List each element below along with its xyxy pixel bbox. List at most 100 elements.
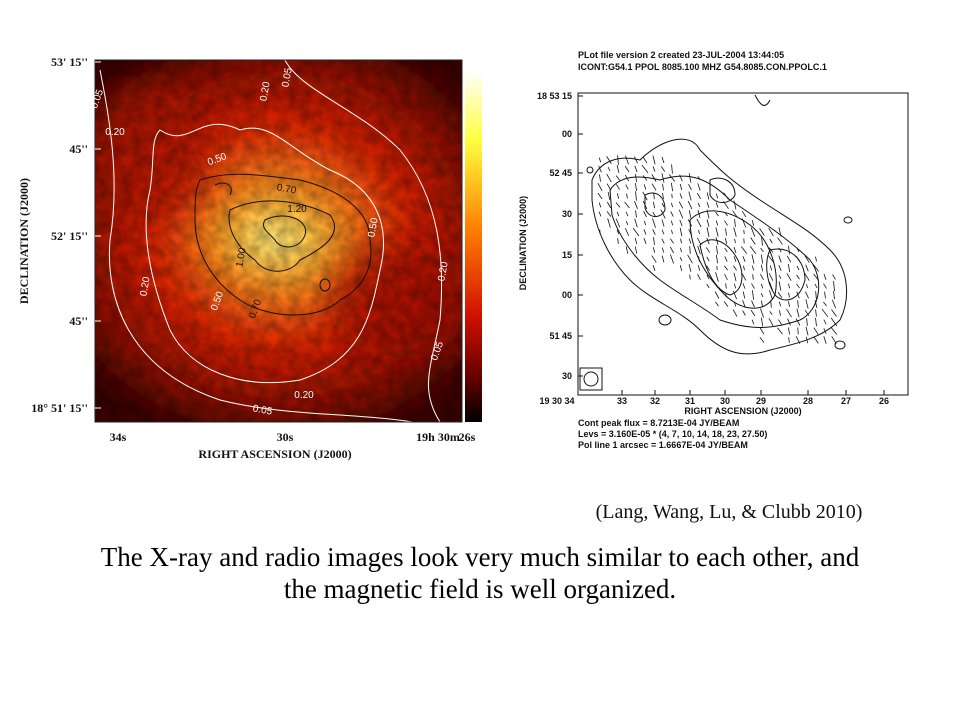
pol-vector: [786, 255, 792, 263]
pol-vector: [616, 184, 620, 190]
plot-header: PLot file version 2 created 23-JUL-2004 …: [578, 50, 784, 60]
pol-vector: [830, 327, 838, 335]
pol-vector: [724, 237, 728, 245]
pol-vector: [814, 300, 818, 308]
pol-vector: [759, 337, 765, 343]
y-tick-label: 18 53 15: [537, 91, 572, 101]
pol-vector: [652, 247, 656, 253]
pol-vector: [732, 309, 738, 317]
contour-label: 0.05: [280, 67, 294, 89]
pol-vector: [617, 155, 619, 165]
pol-vector: [814, 283, 818, 289]
y-tick-label: 51 45: [549, 331, 572, 341]
pol-vector: [616, 165, 620, 173]
pol-vector: [724, 265, 728, 271]
pol-vector: [779, 310, 781, 316]
pol-vector: [795, 336, 801, 344]
pol-vector: [831, 309, 837, 317]
pol-vector: [751, 220, 755, 226]
pol-vector: [759, 228, 765, 236]
pol-vector: [741, 218, 747, 228]
pol-vector: [662, 183, 664, 191]
radio-plot: [577, 92, 909, 396]
pol-vector: [813, 273, 819, 281]
pol-vector: [642, 191, 648, 201]
pol-vector: [671, 229, 673, 235]
pol-vector: [760, 247, 764, 253]
pol-vector: [805, 336, 809, 344]
pol-vector: [788, 327, 790, 335]
pol-vector: [821, 308, 829, 318]
pol-vector: [705, 247, 711, 253]
pol-vector: [688, 264, 692, 272]
pol-vector: [624, 165, 630, 173]
pol-vector: [733, 256, 737, 262]
x-tick-label: 30: [720, 396, 730, 406]
pol-vector: [823, 336, 827, 344]
contour-label: 0.20: [138, 276, 152, 298]
pol-vector: [688, 191, 692, 201]
pol-vector: [805, 291, 809, 299]
pol-vector: [788, 283, 790, 289]
pol-vector: [696, 192, 702, 200]
pol-vector: [697, 237, 701, 245]
x-tick-label: 19h 30m: [416, 430, 460, 444]
pol-vector: [715, 227, 719, 237]
pol-vector: [661, 156, 665, 164]
pol-vector: [679, 183, 683, 191]
pol-vector: [804, 273, 810, 281]
pol-vector: [768, 227, 774, 237]
pol-vector: [815, 291, 817, 299]
color-bar: [465, 70, 482, 422]
x-tick-label: 28: [803, 396, 813, 406]
pol-vector: [597, 192, 603, 200]
pol-vector: [671, 193, 673, 199]
pol-vector: [734, 219, 736, 227]
pol-vector: [750, 227, 756, 237]
xray-frame: [94, 59, 463, 423]
body-text: the magnetic field is well organized.: [284, 574, 676, 604]
pol-vector: [806, 283, 808, 289]
pol-vector: [615, 175, 621, 181]
y-tick-label: 53' 15'': [51, 55, 88, 69]
pol-vector: [625, 184, 629, 190]
pol-vector: [778, 264, 782, 272]
pol-vector: [652, 211, 656, 217]
pol-vector: [788, 337, 790, 343]
pol-vector: [687, 200, 693, 210]
contour-label: 0.50: [366, 217, 380, 239]
pol-vector: [652, 229, 656, 235]
pol-vector: [706, 274, 710, 280]
pol-vector: [778, 274, 782, 280]
contour-label: 0.20: [258, 81, 272, 103]
pol-vector: [625, 211, 629, 217]
pol-vector: [670, 220, 674, 226]
pol-vector: [833, 290, 835, 300]
pol-vector: [643, 220, 647, 226]
pol-vector: [786, 273, 792, 281]
pol-vector: [651, 255, 657, 263]
pol-vector: [606, 156, 612, 164]
pol-vector: [725, 228, 727, 236]
pol-vector: [796, 308, 800, 318]
pol-vector: [634, 246, 638, 254]
pol-vector: [805, 326, 809, 336]
pol-vector: [815, 256, 817, 262]
pol-vector: [653, 237, 655, 245]
y-tick-label: 30: [562, 209, 572, 219]
pol-vector: [697, 202, 701, 208]
y-tick-label: 15: [562, 250, 572, 260]
pol-vector: [606, 183, 612, 191]
pol-vector: [742, 256, 746, 262]
pol-vector: [616, 193, 620, 199]
pol-vector: [679, 193, 683, 199]
pol-vector: [749, 246, 757, 254]
pol-vector: [760, 308, 764, 318]
pol-vector: [715, 237, 719, 245]
pol-vector: [678, 201, 684, 209]
pol-vector: [760, 317, 764, 327]
pol-vector: [697, 183, 701, 191]
pol-vector: [716, 245, 718, 255]
y-tick-label: 45'': [69, 314, 88, 328]
